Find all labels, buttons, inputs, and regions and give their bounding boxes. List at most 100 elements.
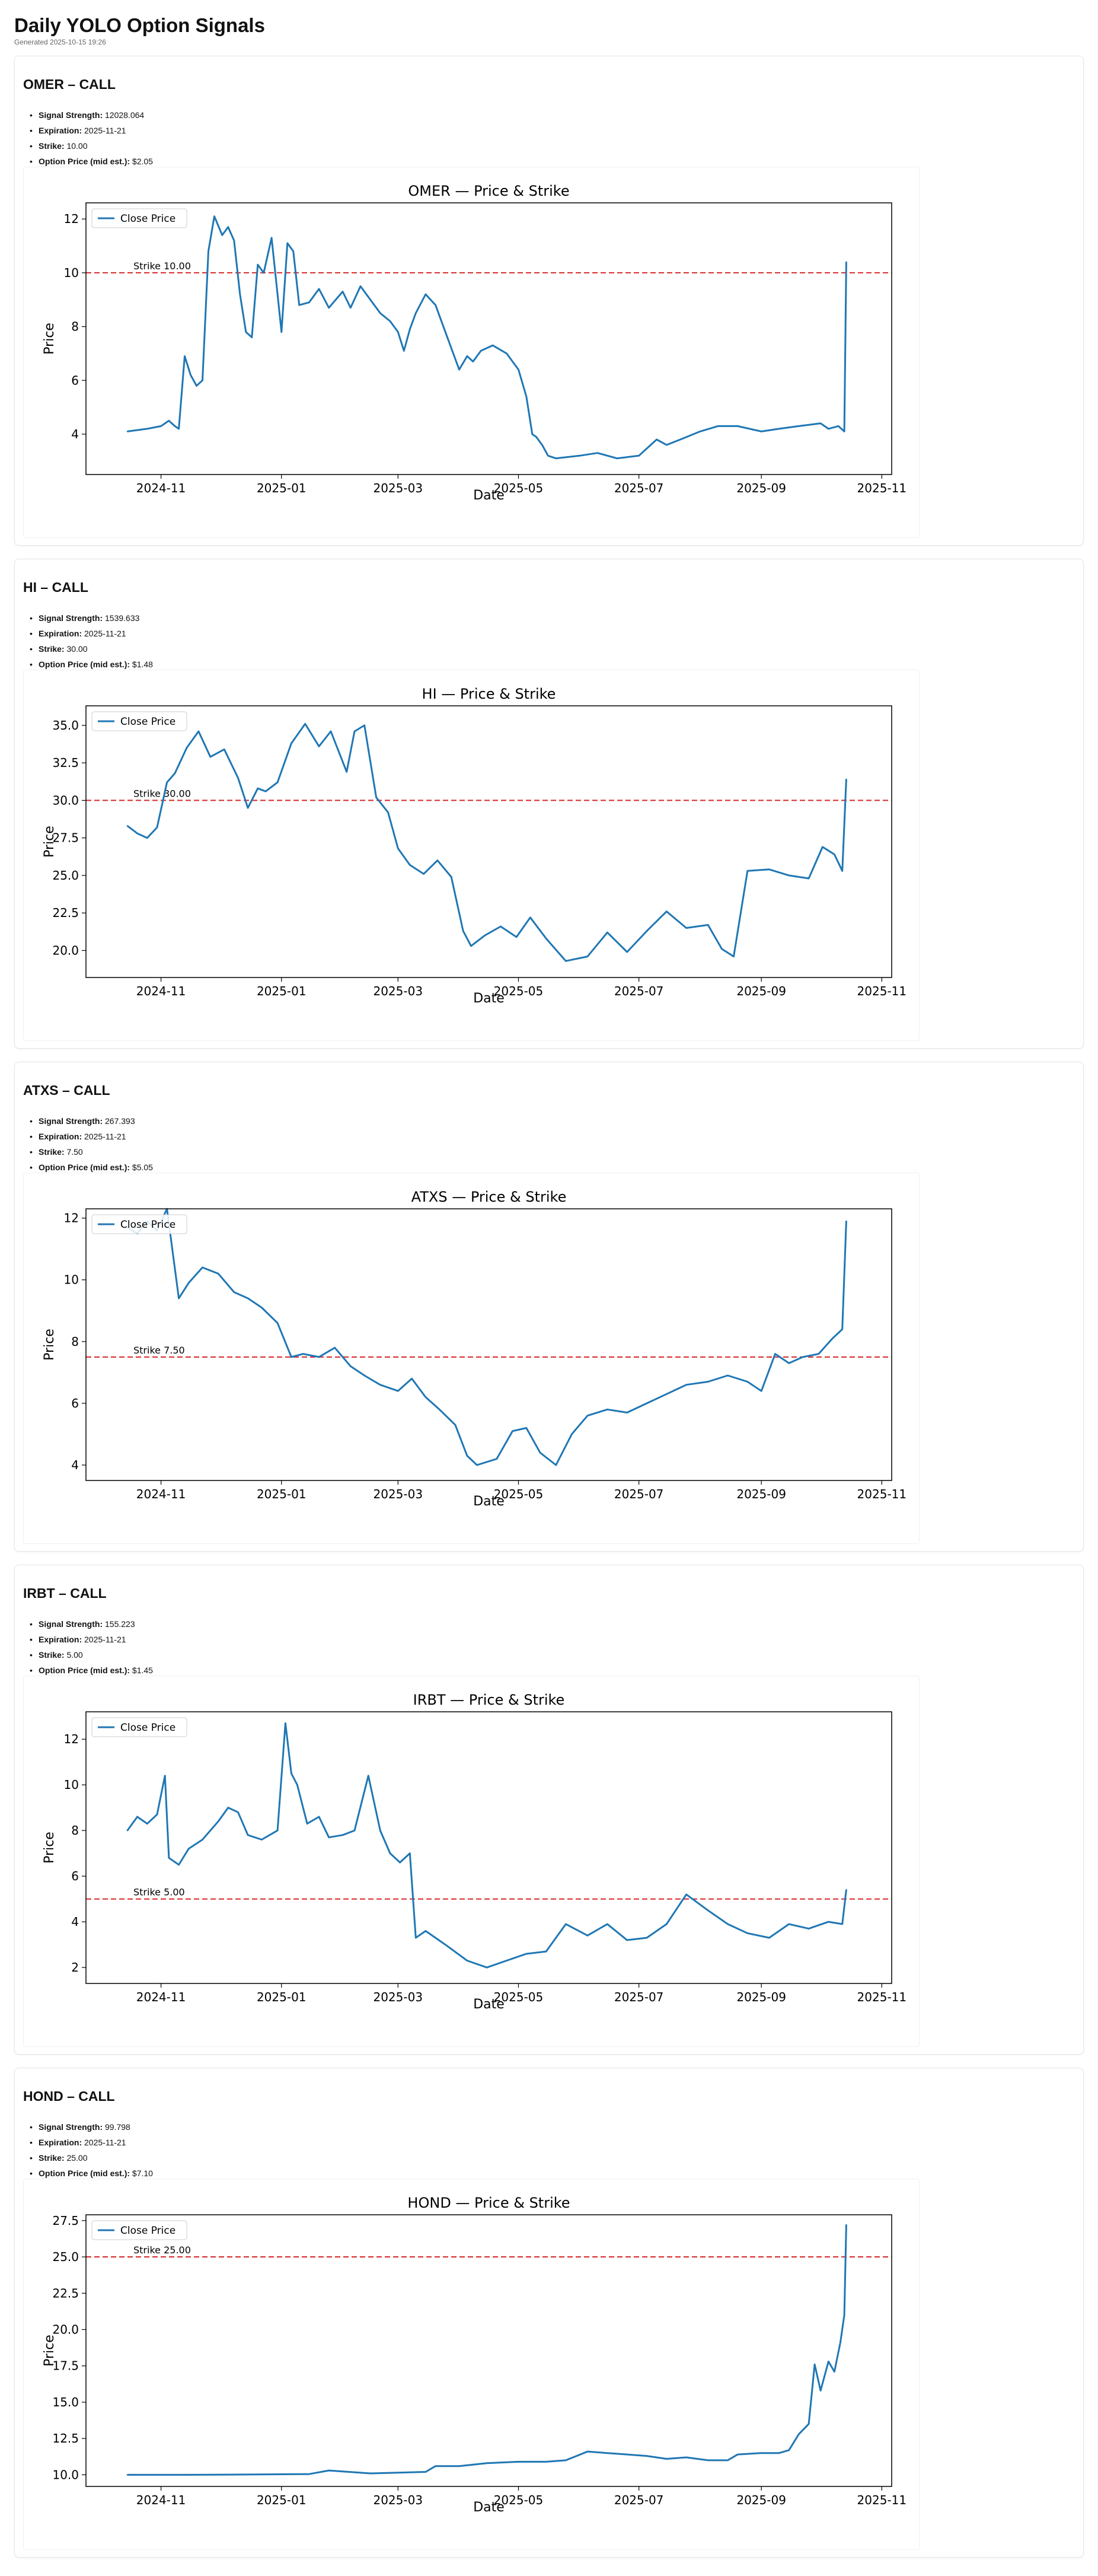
strike-row: Strike: 5.00 (30, 1647, 153, 1663)
price-point (156, 1814, 158, 1816)
price-point (126, 431, 129, 432)
legend: Close Price (91, 2220, 187, 2240)
price-point (492, 345, 494, 346)
chart-title: IRBT — Price & Strike (413, 1692, 565, 1708)
price-point (346, 771, 347, 773)
y-tick-label: 4 (71, 1458, 79, 1472)
x-tick-label: 2025-01 (257, 481, 307, 495)
expiration-label: Expiration: (39, 1132, 82, 1141)
price-point (389, 1852, 391, 1854)
price-point (308, 301, 310, 303)
expiration-label: Expiration: (39, 126, 82, 135)
price-point (466, 355, 468, 357)
price-point (646, 1402, 648, 1405)
price-point (828, 2361, 829, 2362)
price-point (545, 938, 547, 940)
x-tick-label: 2025-03 (373, 1990, 423, 2004)
price-point (409, 864, 411, 866)
price-point (768, 868, 770, 870)
chart-frame: HOND — Price & Strike 10.0 12.5 15.0 17.5 20.… (23, 2179, 920, 2550)
price-point (472, 361, 474, 362)
price-point (368, 1775, 369, 1776)
price-point (306, 1823, 308, 1824)
x-tick-label: 2025-07 (614, 2493, 664, 2507)
price-point (168, 420, 170, 422)
close-price-line (127, 2225, 847, 2476)
y-tick-label: 27.5 (52, 831, 79, 845)
signal-card: ATXS – CALLSignal Strength: 267.393Expir… (14, 1062, 1084, 1552)
y-tick-label: 30.0 (52, 793, 79, 807)
price-point (579, 455, 580, 457)
x-tick-label: 2025-05 (494, 2493, 544, 2507)
strike-row: Strike: 25.00 (30, 2150, 153, 2166)
y-tick-label: 8 (71, 320, 79, 334)
price-point (247, 2473, 249, 2476)
price-point (470, 945, 472, 947)
price-point (261, 1307, 263, 1308)
x-tick-label: 2025-03 (373, 2493, 423, 2507)
y-tick-label: 27.5 (52, 2214, 79, 2228)
price-point (807, 877, 810, 880)
signal-card: IRBT – CALLSignal Strength: 155.223Expir… (14, 1565, 1084, 2055)
price-point (737, 425, 739, 427)
x-tick-label: 2025-09 (736, 984, 786, 998)
y-tick-label: 8 (71, 1335, 79, 1349)
x-axis-label: Date (473, 991, 505, 1006)
price-point (788, 874, 790, 877)
price-point (807, 2423, 810, 2425)
price-chart: HOND — Price & Strike 10.0 12.5 15.0 17.5 20.… (42, 2195, 907, 2515)
price-point (586, 1935, 589, 1937)
signal-strength-label: Signal Strength: (39, 110, 103, 120)
price-point (486, 2462, 488, 2464)
price-point (616, 457, 618, 459)
price-point (166, 781, 168, 784)
option-price-row: Option Price (mid est.): $5.05 (30, 1160, 153, 1175)
price-point (666, 910, 668, 912)
price-point (245, 331, 247, 333)
signal-strength-value: 267.393 (105, 1116, 135, 1126)
price-point (545, 1950, 547, 1953)
price-point (424, 1930, 427, 1932)
y-tick-label: 12.5 (52, 2431, 79, 2446)
price-point (843, 431, 845, 432)
y-tick-label: 10 (64, 1273, 79, 1287)
x-tick-label: 2024-11 (136, 1990, 186, 2004)
option-price-label: Option Price (mid est.): (39, 1163, 130, 1172)
price-chart: OMER — Price & Strike 4 6 8 10 12 2024-11 2025-… (42, 183, 907, 503)
price-point (178, 1864, 180, 1866)
price-point (746, 1381, 749, 1383)
strike-row: Strike: 10.00 (30, 138, 153, 154)
signal-strength-label: Signal Strength: (39, 1116, 103, 1126)
price-point (831, 1338, 834, 1339)
signal-title: OMER – CALL (23, 77, 116, 92)
price-point (350, 1365, 352, 1367)
price-point (586, 956, 589, 957)
price-point (291, 1772, 292, 1775)
y-axis-label: Price (42, 826, 57, 858)
price-point (840, 2342, 841, 2343)
price-point (525, 396, 527, 397)
price-point (607, 1409, 608, 1410)
price-point (136, 1816, 138, 1818)
price-point (304, 723, 306, 725)
signal-card: HI – CALLSignal Strength: 1539.633Expira… (14, 559, 1084, 1049)
y-tick-label: 10 (64, 266, 79, 280)
price-chart: HI — Price & Strike 20.0 22.5 25.0 27.5 30.0 3… (42, 686, 907, 1006)
signal-strength-value: 155.223 (105, 1619, 135, 1629)
strike-value: 5.00 (66, 1650, 83, 1660)
y-axis-label: Price (42, 323, 57, 355)
price-point (761, 2452, 762, 2454)
x-tick-label: 2025-11 (857, 481, 907, 495)
signal-strength-row: Signal Strength: 155.223 (30, 1616, 153, 1632)
price-point (291, 743, 292, 744)
y-tick-label: 22.5 (52, 2286, 79, 2300)
price-point (156, 826, 158, 829)
signal-title: IRBT – CALL (23, 1585, 107, 1601)
price-point (308, 2473, 310, 2475)
price-point (350, 307, 352, 309)
x-tick-label: 2024-11 (136, 2493, 186, 2507)
option-price-label: Option Price (mid est.): (39, 660, 130, 669)
x-tick-label: 2025-11 (857, 984, 907, 998)
price-point (547, 455, 549, 457)
price-point (184, 355, 186, 357)
